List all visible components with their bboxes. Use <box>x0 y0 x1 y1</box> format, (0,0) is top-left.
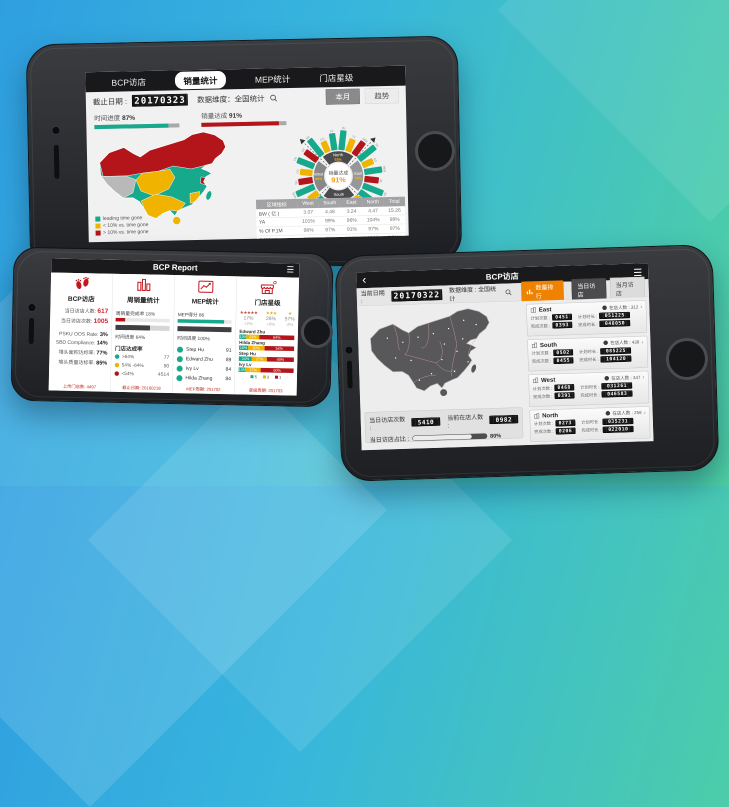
search-icon[interactable] <box>269 94 278 103</box>
svg-text:91%: 91% <box>331 175 346 184</box>
svg-text:South: South <box>334 192 345 197</box>
time-progress: 时间进度 87% <box>94 111 180 130</box>
svg-text:HEB: HEB <box>361 137 368 144</box>
camera-dot <box>345 346 353 354</box>
bg-shape <box>497 0 729 223</box>
svg-text:XJ: XJ <box>330 129 334 134</box>
map-legend: leading time gone < 10% vs. time gone > … <box>95 215 149 237</box>
svg-text:HEN: HEN <box>382 166 387 173</box>
page-title: BCP Report <box>152 263 198 273</box>
visit-toolbar: 当前日期 : 20170322 数据维度 : 全国统计 数量排行 当日访店 当月… <box>356 276 649 307</box>
speaker-slit <box>28 318 35 345</box>
report-col-stars: 门店星级 ★★★★★ 17% +2% ★★★ 26% +0% ★ 57% -2% Edwar… <box>235 276 299 395</box>
svg-text:销量达成: 销量达成 <box>328 169 348 176</box>
line-chart-icon <box>198 280 214 293</box>
svg-text:SX: SX <box>374 143 380 149</box>
svg-text:North: North <box>333 152 343 157</box>
trend-button[interactable]: 趋势 <box>364 87 399 104</box>
svg-text:CQ: CQ <box>295 168 300 174</box>
home-button[interactable] <box>665 337 709 381</box>
sales-progress: 销量达成 91% <box>201 109 287 127</box>
camera-dot <box>28 303 36 312</box>
region-card-north[interactable]: North 在店人数 : 258 › 计划次数 :0273 计划时长 :035231… <box>529 405 651 442</box>
chevron-right-icon: › <box>641 338 644 346</box>
report-col-mep: MEP统计 MEP得分 86 时间进度 100% Step Hu 91 Edwar… <box>172 275 238 395</box>
visits-count-display: 5410 <box>411 417 441 427</box>
svg-text:SD: SD <box>373 157 378 162</box>
building-icon <box>530 307 536 313</box>
chevron-right-icon: › <box>642 373 645 381</box>
phone-bcp-visit: ‹ BCP访店 ☰ 当前日期 : 20170322 数据维度 : 全国统计 数量… <box>334 244 720 482</box>
report-col-weekly: 周销量统计 周销量完成率 18% 时间进度 64% 门店达成率 >64% 77 5… <box>110 273 176 394</box>
date-display[interactable]: 20170323 <box>131 93 189 107</box>
report-col-visit: BCP访店 当日访店人数: 617 当日访店次数: 1005 PSKU OOS … <box>48 272 114 392</box>
star-distribution: ★★★★★ 17% +2% ★★★ 26% +0% ★ 57% -2% <box>239 309 295 328</box>
china-choropleth-map <box>99 131 228 225</box>
tab-sales-stats[interactable]: 销量统计 <box>174 70 227 90</box>
home-button[interactable] <box>414 130 456 172</box>
svg-text:BJ: BJ <box>342 126 346 130</box>
bar-chart-icon <box>137 278 151 292</box>
sales-toolbar: 截止日期 : 20170323 数据维度：全国统计 本月 趋势 <box>86 86 406 112</box>
svg-text:East: East <box>354 171 363 176</box>
tab-mep-stats[interactable]: MEP统计 <box>254 74 291 85</box>
col-title: BCP访店 <box>67 294 95 303</box>
stacked-bar: 13% 27% 60% <box>238 367 294 374</box>
person-dot-icon <box>602 305 608 310</box>
tab-store-rating[interactable]: 门店星级 <box>319 72 354 84</box>
svg-text:SN: SN <box>305 135 311 141</box>
svg-text:TJ: TJ <box>351 134 356 139</box>
speaker-slit <box>346 360 353 389</box>
building-icon <box>531 342 538 348</box>
shop-icon <box>260 281 277 295</box>
svg-text:93%: 93% <box>334 158 342 162</box>
chevron-right-icon: › <box>643 408 646 416</box>
chevron-right-icon: › <box>640 302 643 310</box>
date-display[interactable]: 20170322 <box>391 288 443 302</box>
svg-text:SC: SC <box>294 180 299 185</box>
dimension-label: 数据维度 : 全国统计 <box>448 285 497 303</box>
stars-legend: 5 3 1 <box>250 375 281 380</box>
svg-text:YN: YN <box>293 157 298 162</box>
rank-button[interactable]: 数量排行 <box>520 280 565 303</box>
month-button[interactable]: 本月 <box>325 88 360 105</box>
svg-text:JS: JS <box>379 179 383 183</box>
camera-dot <box>52 126 60 135</box>
phone-bcp-report: BCP Report ☰ BCP访店 当日访店人数: 617 当日访店次数: 1… <box>10 246 334 408</box>
person-row: Hilda Zhang 84 <box>176 373 231 384</box>
visit-ratio-bar <box>412 433 488 442</box>
region-card-east[interactable]: East 在店人数 : 312 › 计划次数 :0451 计划时长 :051225 … <box>526 300 648 337</box>
person-dot-icon <box>604 375 610 381</box>
building-icon <box>534 412 540 419</box>
dimension-label: 数据维度：全国统计 <box>196 94 265 105</box>
building-icon <box>533 377 539 384</box>
phone-sales-stats: BCP访店 销量统计 MEP统计 门店星级 截止日期 : 20170323 数据… <box>25 35 463 273</box>
person-dot-icon <box>605 410 611 416</box>
date-label: 截止日期 : <box>92 97 128 107</box>
speaker-slit <box>53 144 60 179</box>
svg-text:GZ: GZ <box>300 147 306 153</box>
instore-count-display: 0982 <box>489 414 519 425</box>
menu-icon[interactable]: ☰ <box>286 264 295 275</box>
region-card-west[interactable]: West 在店人数 : 347 › 计划次数 :0468 计划时长 :031261 … <box>528 370 650 407</box>
region-card-south[interactable]: South 在店人数 : 438 › 计划次数 :0502 计划时长 :085225… <box>527 335 649 372</box>
date-label: 当前日期 : <box>360 289 385 305</box>
svg-text:94%: 94% <box>355 176 363 180</box>
svg-text:West: West <box>314 171 324 176</box>
region-list: East 在店人数 : 312 › 计划次数 :0451 计划时长 :051225 … <box>526 300 651 442</box>
search-icon[interactable] <box>505 288 513 296</box>
tier-row: <54% 4514 <box>114 369 169 379</box>
rank-bars-icon <box>526 289 533 294</box>
tab-bcp-visit[interactable]: BCP访店 <box>111 77 147 88</box>
col-footer: 上传门店数: 4497 <box>62 383 97 390</box>
svg-text:88%: 88% <box>315 177 323 181</box>
visit-summary-panel: 当日访店次数 : 5410 当前在店人数 : 0982 当日访店占比 : 80% <box>364 407 524 443</box>
home-button[interactable] <box>300 315 334 349</box>
footprints-icon <box>75 276 89 289</box>
svg-text:GS: GS <box>320 137 326 142</box>
region-metrics-table: 区域指标 West South East North Total BW ( 亿 ) 3.… <box>255 196 406 243</box>
china-gray-map <box>370 308 490 397</box>
person-dot-icon <box>603 340 609 346</box>
